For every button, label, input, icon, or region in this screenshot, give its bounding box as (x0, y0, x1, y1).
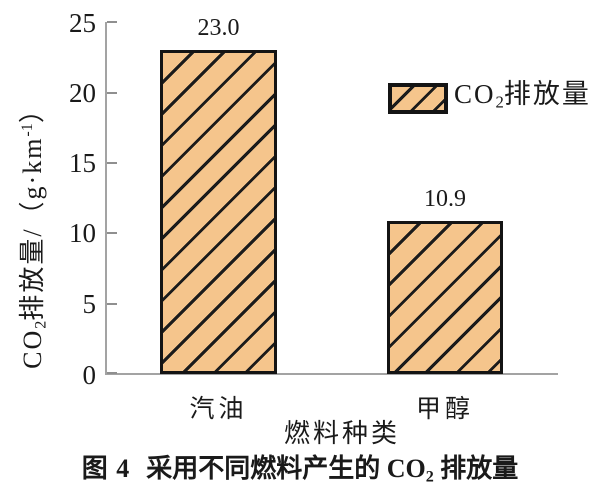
bar-value-label: 23.0 (197, 15, 240, 42)
superscript-minus-1: -1 (19, 123, 36, 137)
y-tick-mark (107, 232, 117, 234)
x-category-label-gasoline: 汽油 (189, 396, 248, 423)
bar-methanol (387, 220, 503, 374)
subscript-2: 2 (32, 320, 50, 329)
subscript-2: 2 (495, 92, 504, 112)
caption-text: 排放量 (433, 454, 519, 483)
legend: CO2排放量 (388, 79, 591, 114)
subscript-2: 2 (425, 468, 434, 486)
y-tick-label: 5 (82, 289, 97, 319)
y-tick-mark (107, 92, 117, 94)
legend-label-text: 排放量 (503, 78, 591, 109)
y-tick-label: 20 (69, 78, 96, 108)
x-category-label-methanol: 甲醇 (415, 396, 474, 423)
x-axis-spine (105, 373, 558, 375)
legend-label: CO2排放量 (454, 78, 591, 119)
y-tick-label: 15 (69, 148, 96, 178)
x-axis-title: 燃料种类 (283, 419, 400, 448)
y-axis-spine (105, 22, 107, 374)
y-tick-label: 25 (69, 8, 96, 38)
y-tick-label: 10 (69, 218, 96, 248)
y-tick-mark (107, 162, 117, 164)
bar-value-label: 10.9 (424, 185, 466, 212)
y-tick-mark (107, 303, 117, 305)
y-tick-mark (107, 372, 117, 374)
y-tick-mark (107, 21, 117, 23)
figure-caption: 图 4 采用不同燃料产生的 CO2 排放量 (0, 452, 600, 486)
caption-text: 采用不同燃料产生的 CO (146, 454, 426, 483)
bar-gasoline (160, 50, 277, 374)
legend-label-text: CO (454, 78, 496, 109)
figure-number: 图 4 (81, 454, 131, 483)
legend-hatch-swatch (388, 82, 448, 114)
y-tick-label: 0 (82, 360, 97, 390)
